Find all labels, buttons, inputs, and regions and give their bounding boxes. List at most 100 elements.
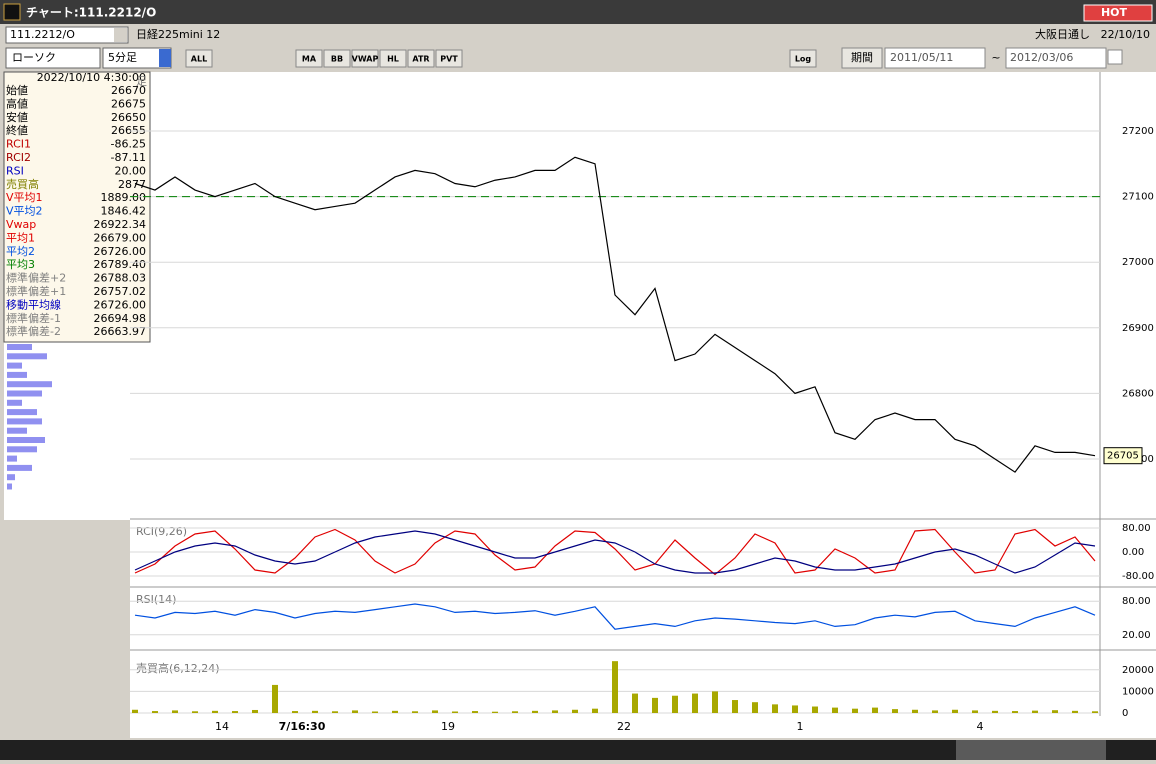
info-label: 標準偏差-1 bbox=[6, 311, 61, 325]
info-value: 26788.03 bbox=[94, 272, 147, 285]
x-tick-label: 14 bbox=[215, 720, 229, 733]
info-label: RCI2 bbox=[6, 151, 31, 164]
tool-button[interactable] bbox=[185, 49, 213, 68]
tool-button[interactable] bbox=[379, 49, 407, 68]
tool-button[interactable] bbox=[351, 49, 379, 68]
y-tick-label: 20.00 bbox=[1122, 630, 1151, 641]
profile-bar bbox=[7, 474, 15, 481]
volume-bar bbox=[892, 709, 898, 713]
symbol-combo[interactable] bbox=[5, 26, 129, 44]
info-value: -86.25 bbox=[111, 138, 146, 151]
volume-bar bbox=[912, 709, 918, 713]
hot-button[interactable] bbox=[1083, 4, 1153, 22]
volume-bar bbox=[692, 693, 698, 713]
from: 2011/05/11 bbox=[890, 51, 953, 64]
volume-bar bbox=[652, 697, 658, 713]
style-combo[interactable] bbox=[5, 47, 101, 69]
x-tick-label: 7/16:30 bbox=[279, 720, 326, 733]
info-value: 26670 bbox=[111, 84, 146, 97]
info-label: 平均2 bbox=[6, 245, 35, 258]
profile-bar bbox=[7, 455, 17, 462]
volume-bar bbox=[812, 706, 818, 713]
info-label: 平均3 bbox=[6, 258, 35, 271]
series-line bbox=[134, 603, 1096, 630]
tool-label: HL bbox=[387, 55, 399, 64]
info-value: 26789.40 bbox=[94, 258, 147, 271]
volume-bar bbox=[472, 711, 478, 713]
to-date[interactable] bbox=[1005, 47, 1107, 69]
volume-bar bbox=[1052, 710, 1058, 713]
period-button[interactable] bbox=[841, 47, 883, 69]
volume-bar bbox=[752, 702, 758, 713]
volume-bar bbox=[152, 711, 158, 713]
info-datetime: 2022/10/10 4:30:00 bbox=[37, 71, 146, 84]
to: 2012/03/06 bbox=[1010, 51, 1073, 64]
volume-bar bbox=[632, 693, 638, 713]
y-tick-label: 26900 bbox=[1122, 323, 1154, 334]
style: ローソク bbox=[12, 51, 56, 64]
scroll-thumb[interactable] bbox=[956, 740, 1106, 760]
volume-bar bbox=[572, 709, 578, 713]
y-tick-label: 20000 bbox=[1122, 665, 1154, 676]
last-price-box bbox=[1103, 447, 1143, 465]
y-tick-label: 26800 bbox=[1122, 388, 1154, 399]
tool-button[interactable] bbox=[789, 49, 817, 68]
info-label: RCI1 bbox=[6, 138, 31, 151]
symbol: 111.2212/O bbox=[10, 28, 75, 41]
x-tick-label: 19 bbox=[441, 720, 455, 733]
tool-button[interactable] bbox=[435, 49, 463, 68]
volume-bar bbox=[332, 711, 338, 713]
info-value: 2877 bbox=[118, 178, 146, 191]
series-line bbox=[134, 530, 1096, 574]
volume-bar bbox=[272, 684, 278, 713]
volume-bar bbox=[972, 710, 978, 713]
info-value: 26726.00 bbox=[94, 245, 147, 258]
volume-bar bbox=[292, 711, 298, 713]
volume-bar bbox=[952, 709, 958, 713]
tool-button[interactable] bbox=[323, 49, 351, 68]
volume-bar bbox=[612, 661, 618, 713]
x-axis bbox=[130, 716, 1156, 738]
profile-bar bbox=[7, 409, 37, 416]
window-title: チャート:111.2212/O bbox=[26, 6, 156, 20]
scroll-bar[interactable] bbox=[0, 740, 1156, 760]
y-tick-label: 80.00 bbox=[1122, 596, 1151, 607]
app-icon bbox=[3, 3, 21, 21]
axis-area bbox=[1100, 72, 1156, 716]
volume-bar bbox=[1012, 711, 1018, 713]
info-value: 1846.42 bbox=[101, 205, 147, 218]
checkbox[interactable] bbox=[1107, 49, 1123, 65]
info-label: 終値 bbox=[6, 123, 28, 137]
volume-bar bbox=[772, 704, 778, 713]
volume-bar bbox=[1072, 710, 1078, 713]
volume-bar bbox=[172, 710, 178, 713]
info-value: 26655 bbox=[111, 124, 146, 137]
y-tick-label: 27000 bbox=[1122, 257, 1154, 268]
from-date[interactable] bbox=[884, 47, 986, 69]
profile-bar bbox=[7, 362, 22, 369]
y-tick-label: 80.00 bbox=[1122, 523, 1151, 534]
info-label: 移動平均線 bbox=[6, 297, 61, 311]
x-tick-label: 22 bbox=[617, 720, 631, 733]
volume-bar bbox=[352, 710, 358, 713]
volume-bar bbox=[192, 711, 198, 713]
market: 大阪日通し bbox=[1035, 27, 1090, 41]
tool-label: ATR bbox=[412, 55, 429, 64]
info-value: 26650 bbox=[111, 111, 146, 124]
y-tick-label: 0 bbox=[1122, 708, 1128, 719]
info-label: Vwap bbox=[6, 218, 36, 231]
info-label: 高値 bbox=[6, 96, 28, 110]
volume-bar bbox=[372, 711, 378, 713]
hot-label: HOT bbox=[1101, 6, 1128, 19]
combo-arrow bbox=[114, 28, 127, 42]
volume-bar bbox=[1092, 711, 1098, 713]
tool-button[interactable] bbox=[407, 49, 435, 68]
info-value: 26757.02 bbox=[94, 285, 147, 298]
tool-label: Log bbox=[795, 55, 812, 64]
profile-bar bbox=[7, 353, 47, 360]
tool-button[interactable] bbox=[295, 49, 323, 68]
info-value: 26694.98 bbox=[94, 312, 147, 325]
volume-bar bbox=[452, 711, 458, 713]
volume-bar bbox=[552, 710, 558, 713]
volume-bar bbox=[712, 691, 718, 713]
